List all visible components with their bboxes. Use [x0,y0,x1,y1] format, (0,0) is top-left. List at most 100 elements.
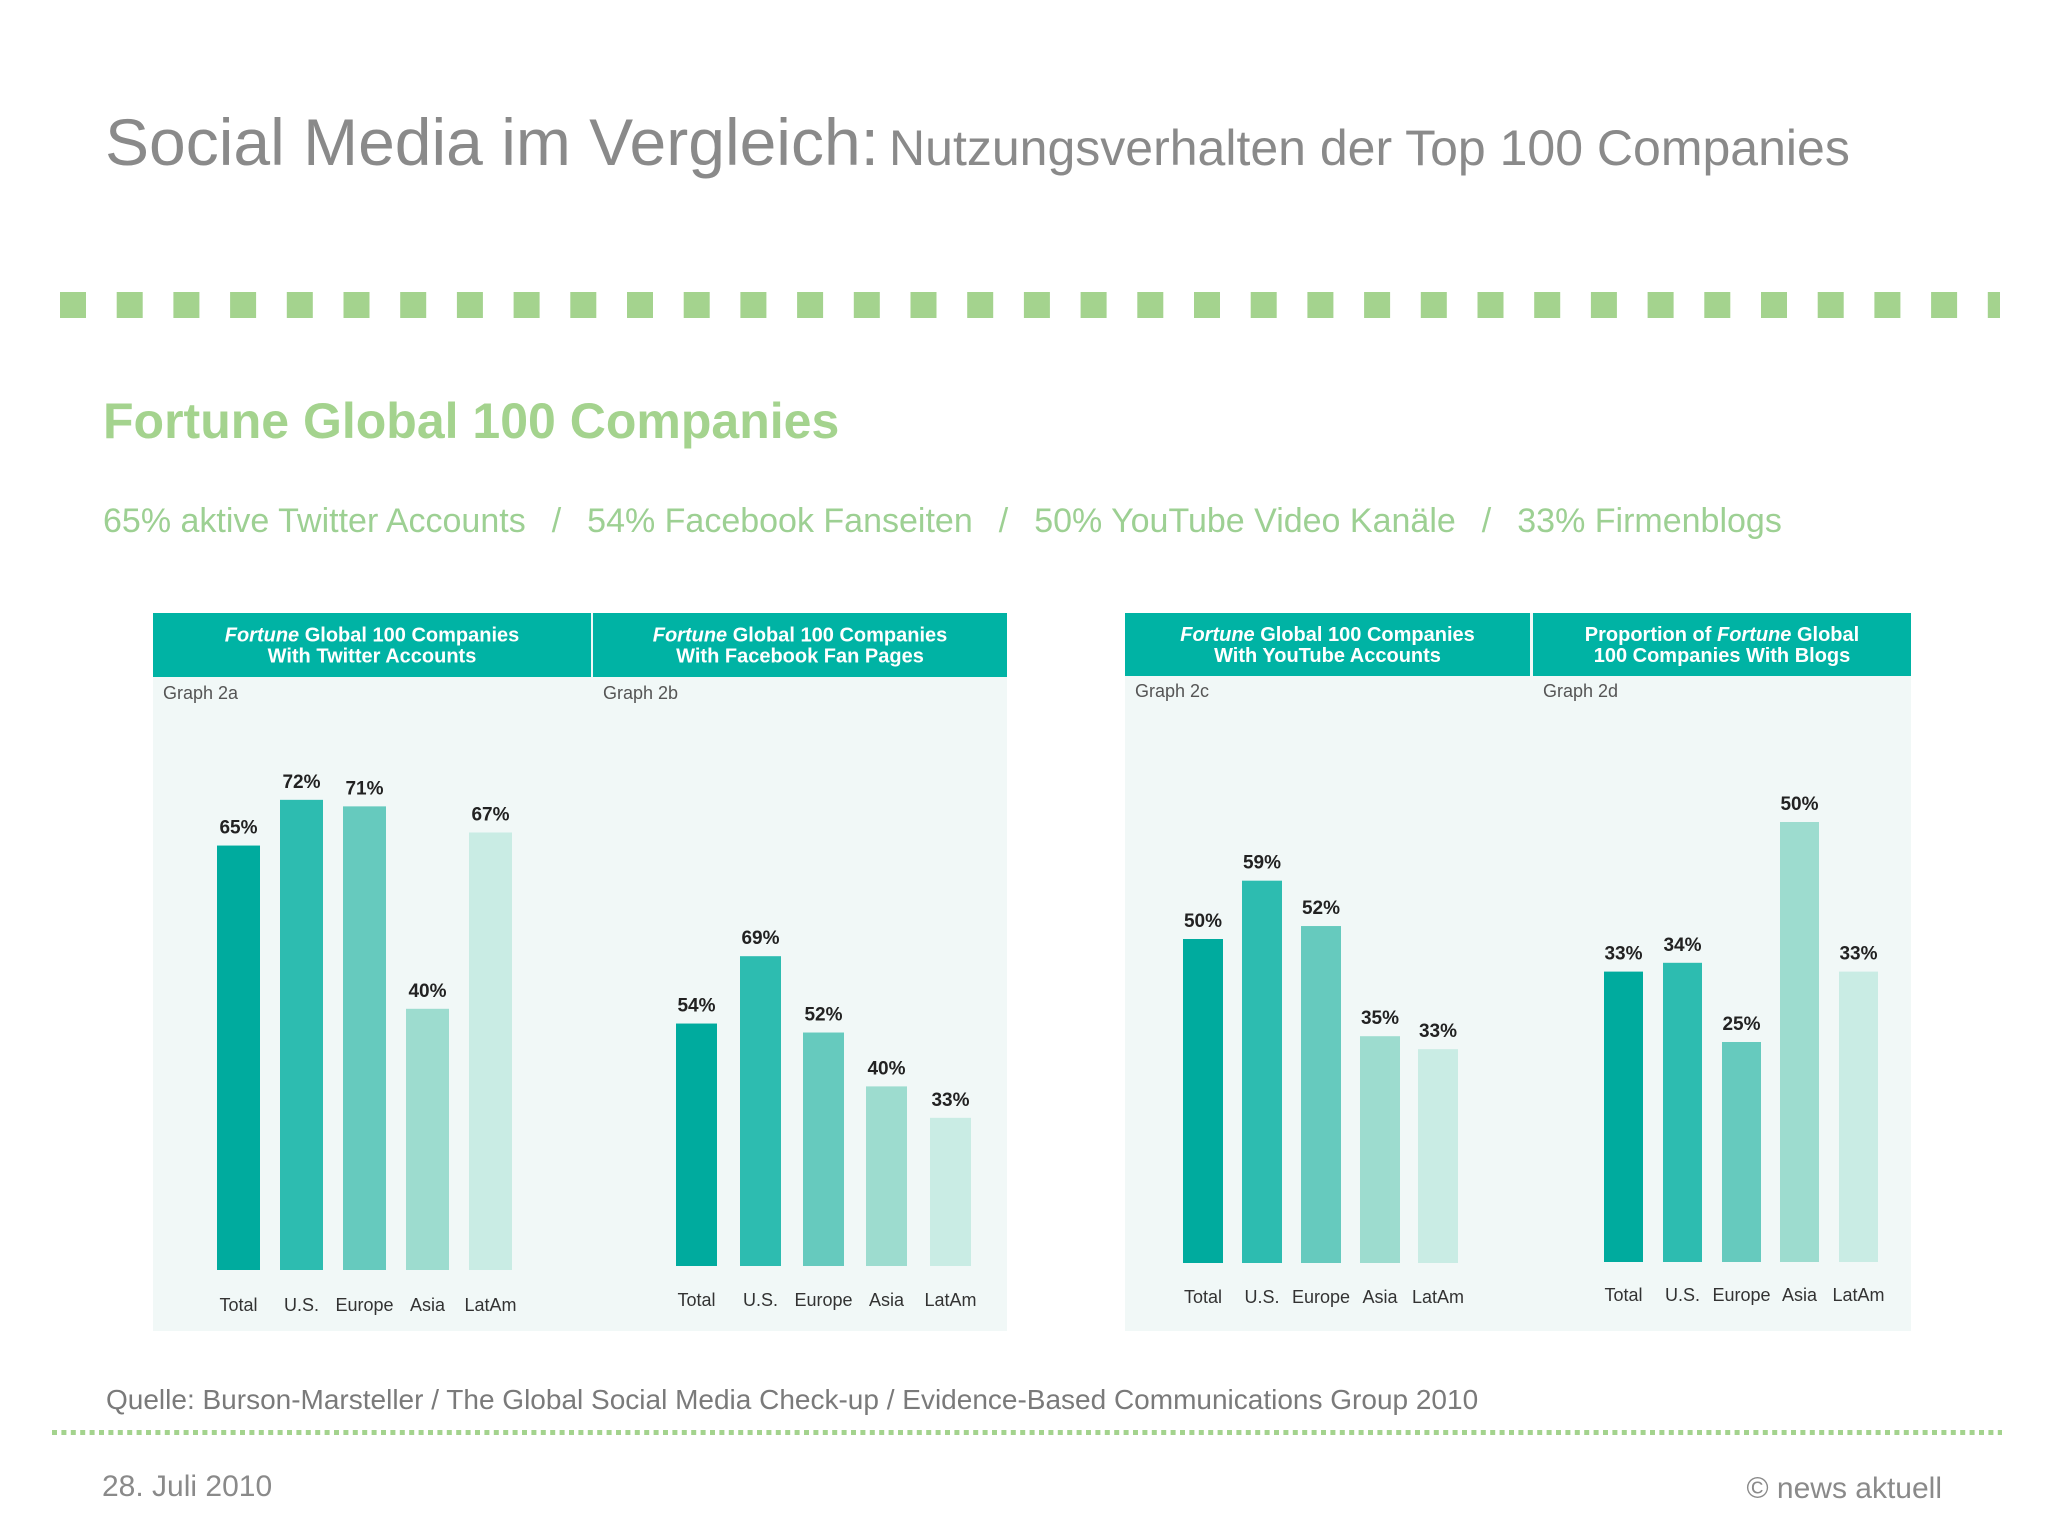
category-label: Total [1184,1287,1222,1307]
category-label: U.S. [1244,1287,1279,1307]
divider-dot [954,1430,960,1435]
divider-square [1534,292,1561,318]
bar-total [1604,971,1643,1262]
category-label: Asia [869,1290,905,1310]
divider-dot [1800,1430,1806,1435]
divider-square [740,292,767,318]
divider-square [627,292,653,318]
divider-dot [973,1430,979,1435]
divider-dot [935,1430,941,1435]
divider-dot [1650,1430,1655,1435]
divider-square [1704,292,1731,318]
divider-dot [1095,1430,1101,1435]
bar-value-label: 50% [1184,911,1222,932]
divider-dot [738,1430,744,1435]
divider-dot [1255,1430,1261,1435]
divider-dot [1631,1430,1637,1435]
bar-value-label: 71% [345,778,383,799]
divider-dot [99,1430,104,1435]
divider-dot [1330,1430,1336,1435]
divider-dot [1932,1430,1937,1435]
divider-dot [822,1430,828,1435]
bar-latam [1839,971,1878,1262]
divider-dot [183,1430,189,1435]
divider-square [1931,292,1958,318]
divider-square [1307,292,1334,318]
divider-dot [625,1430,631,1435]
bar-us [280,799,323,1270]
bar-value-label: 59% [1243,853,1281,874]
chart-title-line: With Facebook Fan Pages [676,646,924,668]
divider-dot [1866,1430,1872,1435]
divider-dot [1321,1430,1326,1435]
divider-dot [1067,1430,1073,1435]
divider-dot [484,1430,490,1435]
divider-dot [1715,1430,1721,1435]
divider-dot [888,1430,894,1435]
chart-panel-right: Fortune Global 100 Companies With YouTube… [1125,613,1911,1331]
divider-dot [1781,1430,1787,1435]
divider-square [1590,292,1617,318]
divider-dot [1349,1430,1355,1435]
divider-dot [1499,1430,1505,1435]
bar-value-label: 52% [804,1005,842,1026]
divider-dot [437,1430,443,1435]
divider-square [116,292,143,318]
divider-dot [1480,1430,1486,1435]
divider-dot [1762,1430,1768,1435]
category-label: Asia [410,1295,446,1315]
divider-square [797,292,824,318]
divider-square [853,292,880,318]
divider-dot [700,1430,706,1435]
divider-square [570,292,597,318]
chart-subtitle: Graph 2c [1135,681,1209,701]
divider-dot [1386,1430,1392,1435]
divider-dot [1565,1430,1571,1435]
divider-dot [1292,1430,1298,1435]
bar-value-label: 67% [471,804,509,825]
divider-dot [785,1430,791,1435]
divider-dot [672,1430,678,1435]
bar-latam [469,832,512,1270]
chart-subtitle: Graph 2b [603,683,678,703]
bar-value-label: 33% [931,1090,969,1111]
divider-square [230,292,257,318]
divider-dot [164,1430,170,1435]
chart-subtitle: Graph 2a [163,683,239,703]
divider-dot [1603,1430,1608,1435]
divider-dot [1114,1430,1120,1435]
divider-square [400,292,427,318]
divider-dot [813,1430,819,1435]
divider-dot [1490,1430,1496,1435]
bar-value-label: 54% [677,996,715,1017]
divider-dot [1311,1430,1317,1435]
divider-dot [446,1430,452,1435]
divider-dot [832,1430,838,1435]
divider-dot [1452,1430,1458,1435]
divider-dot [1828,1430,1834,1435]
bar-total [217,845,260,1270]
divider-dot [578,1430,584,1435]
divider-dot [108,1430,114,1435]
divider-dot [465,1430,471,1435]
divider-dot [1772,1430,1778,1435]
category-label: Europe [1292,1287,1350,1307]
divider-dot [1997,1430,2002,1435]
bar-latam [930,1117,971,1266]
stat-separator: / [998,502,1009,540]
divider-dot [841,1430,847,1435]
divider-dot [1368,1430,1373,1435]
divider-dot [1838,1430,1843,1435]
divider-dot [691,1430,697,1435]
divider-dot [371,1430,377,1435]
category-label: LatAm [924,1290,976,1310]
divider-dot [719,1430,725,1435]
divider-dot [1180,1430,1185,1435]
bar-europe [343,806,386,1270]
divider-dot [766,1430,772,1435]
divider-dot [1584,1430,1590,1435]
chart-header-band [153,613,591,677]
divider-dot [1462,1430,1467,1435]
